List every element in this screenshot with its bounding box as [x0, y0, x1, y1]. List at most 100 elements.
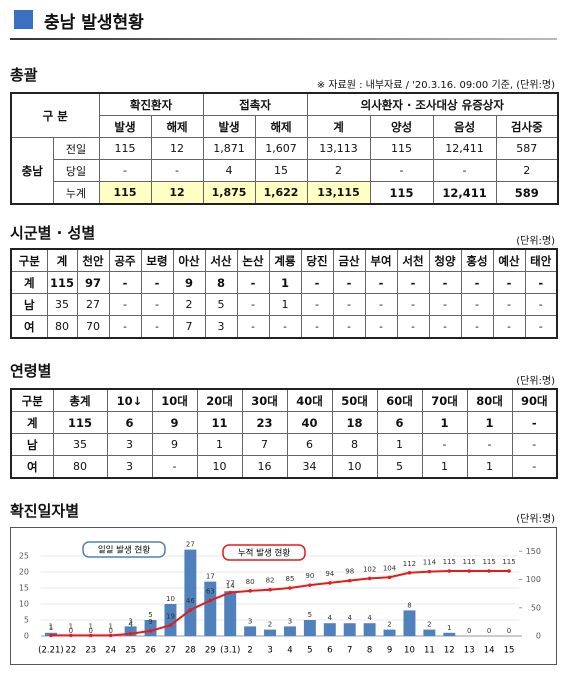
bar-value-label: 3 [128, 617, 132, 625]
section-title: 총괄 [10, 66, 38, 84]
bar [303, 620, 316, 636]
column-header: 50대 [331, 388, 378, 412]
table-cell: 27 [76, 293, 110, 316]
bar-value-label: 17 [206, 573, 215, 581]
table-cell: 16 [241, 455, 288, 479]
bar-value-label: 1 [49, 624, 53, 632]
row-label: 남 [10, 293, 48, 316]
column-header: 10↓ [106, 388, 153, 412]
table-cell: 13,115 [306, 181, 371, 205]
y2-tick-label: 150 [526, 547, 541, 556]
line-point [507, 569, 511, 573]
table-cell: - [432, 159, 497, 182]
table-cell: 3 [204, 315, 238, 339]
table-cell: - [396, 271, 430, 294]
line-point [49, 633, 53, 638]
bar [423, 629, 436, 636]
column-header: 태안 [524, 248, 558, 272]
table-cell: 2 [495, 159, 559, 182]
line-point [387, 575, 392, 580]
table-cell: 10 [331, 455, 378, 479]
x-tick-label: 4 [287, 646, 292, 656]
table-cell: 15 [254, 159, 308, 182]
x-tick-label: 14 [484, 646, 495, 656]
table-cell: 1 [268, 293, 302, 316]
unit: (단위:명) [516, 376, 555, 387]
row-label: 당일 [52, 159, 100, 182]
bar-value-label: 0 [108, 627, 112, 635]
legend-label: 누적 발생 현황 [238, 548, 291, 559]
group-header: 확진환자 [98, 92, 204, 116]
row-label: 계 [10, 271, 48, 294]
x-tick-label: (2.21) [38, 646, 64, 656]
line-point [268, 587, 272, 592]
line-point [108, 633, 113, 638]
column-header: 청양 [428, 248, 462, 272]
bar [403, 610, 416, 636]
table-cell: - [300, 271, 334, 294]
table-cell: - [364, 293, 398, 316]
column-header: 홍성 [460, 248, 494, 272]
x-tick-label: 2 [247, 646, 252, 656]
table-cell: 1 [421, 411, 468, 434]
table-cell: 9 [151, 411, 198, 434]
bar-value-label: 4 [347, 614, 352, 622]
y-tick-label: 5 [24, 616, 29, 625]
table-cell: - [460, 293, 494, 316]
table-cell: 40 [286, 411, 333, 434]
table-cell: 5 [376, 455, 423, 479]
table-cell: 80 [52, 455, 108, 479]
line-value-label: 98 [345, 568, 354, 576]
table-cell: 2 [306, 159, 371, 182]
bar-value-label: 14 [226, 582, 235, 590]
summary-table: 구 분 확진환자 접촉자 의사환자 · 조사대상 유증상자 발생 해제 발생 해제 계 양성 음성 검… [10, 92, 560, 205]
line-value-label: 115 [463, 558, 476, 566]
row-label: 누계 [52, 181, 100, 205]
line-point [427, 569, 432, 574]
bar-value-label: 10 [166, 595, 175, 603]
bar [264, 629, 277, 636]
group-header: 접촉자 [202, 92, 308, 116]
x-tick-label: 3 [267, 646, 272, 656]
sub-header: 계 [306, 115, 371, 138]
bar-value-label: 4 [367, 614, 372, 622]
table-cell: 34 [286, 455, 333, 479]
table-cell: - [236, 293, 270, 316]
line-value-label: 1 [49, 622, 53, 630]
data-row: 여 80 3-10 16 34 10 5 1 1- [10, 455, 558, 479]
column-header: 공주 [108, 248, 142, 272]
column-header: 계룡 [268, 248, 302, 272]
column-header: 보령 [140, 248, 174, 272]
table-cell: - [140, 293, 174, 316]
legend-box [82, 541, 166, 558]
data-row: 남 35 3 9 1 7 6 8 1- - - [10, 433, 558, 456]
y-tick-label: 0 [24, 632, 29, 641]
y2-tick-label: 0 [536, 632, 541, 641]
table-cell: 11 [196, 411, 243, 434]
line-value-label: 112 [403, 560, 416, 568]
table-cell: - [524, 315, 558, 339]
bar-value-label: 0 [487, 627, 491, 635]
table-cell: 6 [106, 411, 153, 434]
table-cell: 3 [106, 455, 153, 479]
x-tick-label: 25 [125, 646, 136, 656]
table-cell: 1,871 [202, 137, 256, 160]
row-label: 전일 [52, 137, 100, 160]
line-value-label: 90 [305, 572, 314, 580]
header-row: 구분 계 천안 공주 보령 아산 서산 논산 계룡 당진 금산 부여 서천 청양 홍성 예산 태안 [10, 248, 558, 272]
table-cell: - [108, 271, 142, 294]
line-point [69, 633, 73, 638]
table-cell: - [140, 315, 174, 339]
column-header: 서천 [396, 248, 430, 272]
table-cell: 1 [196, 433, 243, 456]
table-cell: 6 [376, 411, 423, 434]
table-cell: 12 [150, 181, 204, 205]
x-tick-label: 13 [464, 646, 475, 656]
table-cell: - [98, 159, 152, 182]
table-cell: - [364, 315, 398, 339]
table-cell: 2 [172, 293, 206, 316]
row-label: 여 [10, 315, 48, 339]
line-value-label: 82 [266, 577, 275, 585]
